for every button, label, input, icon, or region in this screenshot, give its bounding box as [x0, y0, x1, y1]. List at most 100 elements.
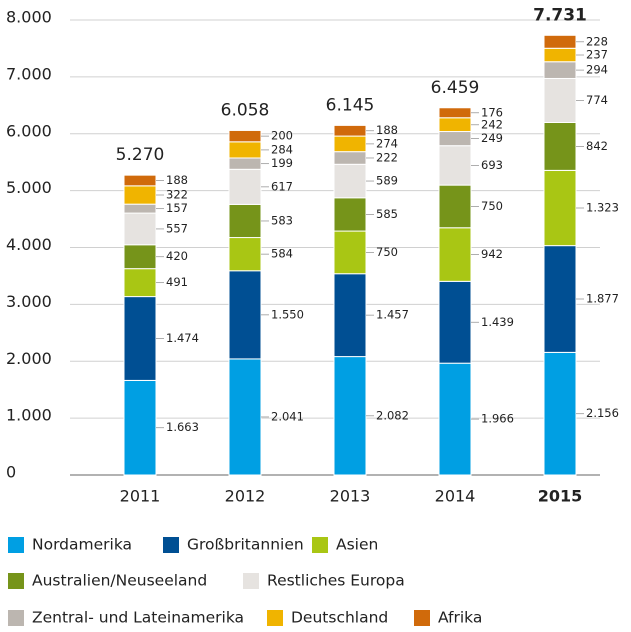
bar-segment [543, 47, 577, 63]
bar-segment [123, 244, 157, 270]
value-label: 222 [376, 150, 398, 164]
y-tick-label: 3.000 [6, 292, 52, 311]
bar-segment [123, 268, 157, 298]
value-label: 589 [376, 174, 398, 188]
bar-segment [333, 151, 367, 165]
value-label: 1.966 [481, 412, 514, 426]
value-label: 176 [481, 105, 503, 119]
bar-segment [333, 124, 367, 137]
value-label: 750 [481, 199, 503, 213]
bar-segment [123, 185, 157, 205]
value-label: 1.439 [481, 315, 514, 329]
bar-segment [333, 163, 367, 199]
value-label: 188 [376, 123, 398, 137]
bar-segment [228, 141, 262, 159]
bar-segment [438, 107, 472, 119]
legend-label: Asien [336, 536, 378, 554]
y-tick-label: 0 [6, 463, 16, 482]
value-label: 1.323 [586, 201, 619, 215]
value-label: 557 [166, 221, 188, 235]
value-label: 2.041 [271, 409, 304, 423]
value-label: 242 [481, 117, 503, 131]
bar-segment [228, 129, 262, 143]
total-label: 5.270 [116, 145, 165, 165]
bar-segment [228, 237, 262, 272]
value-label: 693 [481, 158, 503, 172]
total-label: 6.058 [221, 100, 270, 120]
value-label: 199 [271, 156, 293, 170]
bar-segment [228, 203, 262, 239]
value-label: 585 [376, 207, 398, 221]
y-tick-label: 6.000 [6, 121, 52, 140]
x-tick-label: 2011 [120, 487, 161, 506]
total-label: 7.731 [533, 5, 587, 25]
value-label: 188 [166, 173, 188, 187]
value-label: 1.474 [166, 331, 199, 345]
bar-segment [333, 356, 367, 476]
bar-segment [438, 145, 472, 186]
bar-segment [438, 280, 472, 364]
y-tick-label: 5.000 [6, 178, 52, 197]
value-label: 2.082 [376, 408, 409, 422]
value-label: 1.457 [376, 308, 409, 322]
value-label: 228 [586, 34, 608, 48]
legend-label: Deutschland [291, 609, 388, 627]
bar-segment [333, 273, 367, 358]
bar-segment [438, 117, 472, 133]
legend-label: Australien/Neuseeland [32, 572, 207, 590]
legend-swatch [8, 610, 24, 626]
value-label: 583 [271, 213, 293, 227]
legend-label: Afrika [438, 609, 482, 627]
value-label: 249 [481, 131, 503, 145]
legend-swatch [267, 610, 283, 626]
legend-label: Nordamerika [32, 536, 132, 554]
legend-swatch [243, 573, 259, 589]
bar-segment [123, 212, 157, 246]
value-label: 584 [271, 247, 293, 261]
legend-swatch [414, 610, 430, 626]
value-label: 2.156 [586, 406, 619, 420]
value-label: 237 [586, 48, 608, 62]
total-label: 6.459 [431, 78, 480, 98]
legend-swatch [8, 537, 24, 553]
bar-segment [333, 230, 367, 275]
bar-segment [228, 270, 262, 360]
legend-swatch [163, 537, 179, 553]
value-label: 200 [271, 129, 293, 143]
y-tick-label: 2.000 [6, 349, 52, 368]
value-label: 294 [586, 63, 608, 77]
value-label: 1.663 [166, 420, 199, 434]
value-label: 942 [481, 247, 503, 261]
value-label: 1.550 [271, 307, 304, 321]
bar-segment [123, 296, 157, 381]
bar-segment [228, 157, 262, 170]
total-label: 6.145 [326, 95, 375, 115]
bar-segment [123, 379, 157, 476]
y-tick-label: 7.000 [6, 64, 52, 83]
bar-segment [543, 77, 577, 123]
bar-segment [333, 135, 367, 153]
bar-segment [543, 34, 577, 49]
legend-label: Restliches Europa [267, 572, 405, 590]
bar-segment [438, 227, 472, 282]
x-tick-label: 2015 [538, 487, 583, 506]
bar-segment [543, 61, 577, 79]
bar-segment [438, 131, 472, 147]
value-label: 322 [166, 188, 188, 202]
y-tick-label: 8.000 [6, 8, 52, 27]
value-label: 750 [376, 245, 398, 259]
value-label: 274 [376, 136, 398, 150]
value-label: 617 [271, 179, 293, 193]
value-label: 842 [586, 139, 608, 153]
bar-segment [123, 174, 157, 187]
value-label: 420 [166, 249, 188, 263]
x-tick-label: 2013 [330, 487, 371, 506]
bar-segment [543, 351, 577, 476]
x-tick-label: 2014 [435, 487, 476, 506]
value-label: 774 [586, 93, 608, 107]
bar-segment [543, 169, 577, 247]
legend-swatch [8, 573, 24, 589]
bar-segment [438, 184, 472, 229]
legend-label: Großbritannien [187, 536, 304, 554]
x-tick-label: 2012 [225, 487, 266, 506]
